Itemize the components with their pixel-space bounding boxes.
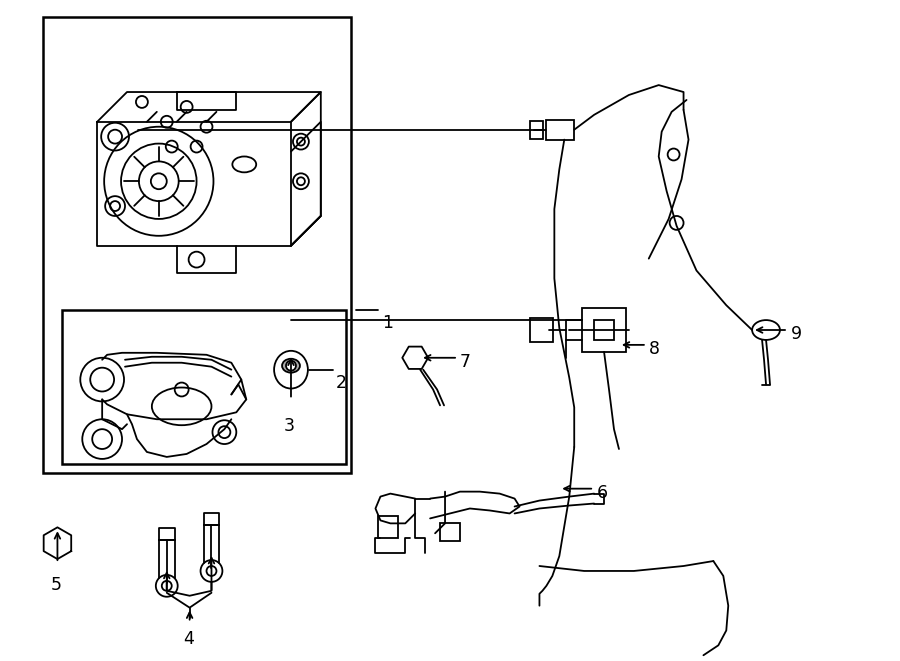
Bar — [594, 320, 614, 340]
Bar — [440, 524, 460, 541]
Bar — [42, 17, 351, 473]
Text: 5: 5 — [50, 576, 61, 594]
Text: 7: 7 — [460, 353, 471, 371]
Circle shape — [286, 361, 296, 371]
Bar — [378, 516, 399, 538]
Bar — [529, 121, 544, 139]
Text: 3: 3 — [284, 417, 295, 435]
Text: 1: 1 — [382, 314, 393, 332]
Text: 6: 6 — [597, 484, 608, 502]
Text: 9: 9 — [791, 325, 802, 343]
Text: 2: 2 — [336, 373, 346, 391]
Polygon shape — [402, 346, 428, 369]
Ellipse shape — [282, 359, 300, 373]
Text: 4: 4 — [184, 631, 194, 648]
Polygon shape — [44, 527, 71, 559]
Bar — [546, 120, 574, 139]
Text: 8: 8 — [649, 340, 660, 358]
Bar — [529, 318, 554, 342]
Bar — [62, 310, 346, 464]
Bar — [582, 308, 626, 352]
